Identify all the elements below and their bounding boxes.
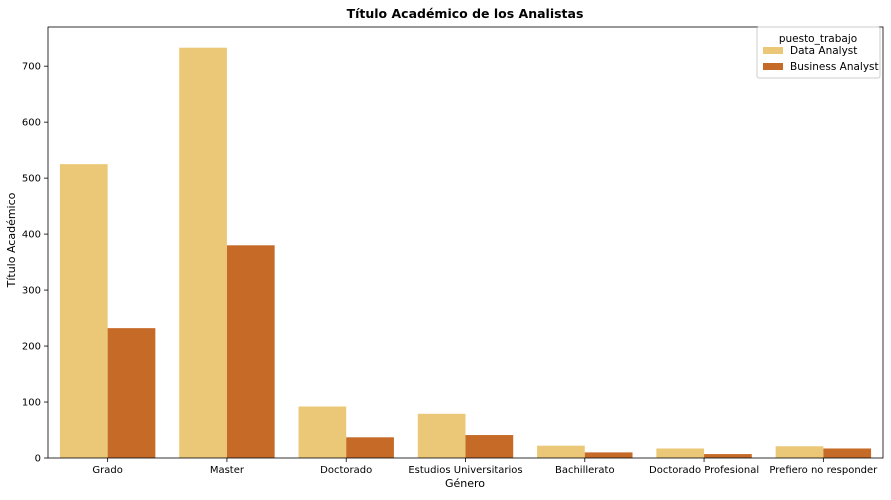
x-tick-label: Doctorado [320,465,372,476]
y-tick-label: 500 [22,174,41,185]
x-tick-label: Bachillerato [555,465,615,476]
legend-swatch [763,63,783,70]
bar-business-analyst-3 [465,435,514,458]
x-axis-label: Género [445,477,485,490]
legend: puesto_trabajo Data Analyst Business Anal… [756,26,881,79]
bar-business-analyst-4 [584,452,633,458]
bar-data-analyst-1 [179,47,227,459]
bar-business-analyst-1 [226,245,275,458]
bar-data-analyst-2 [298,406,347,458]
bar-business-analyst-5 [704,454,752,458]
x-tick-label: Grado [92,465,122,476]
x-tick-label: Doctorado Profesional [649,465,759,476]
x-tick-label: Estudios Universitarios [408,465,522,476]
legend-label: Business Analyst [790,61,879,73]
bar-data-analyst-4 [537,445,585,458]
y-tick-label: 100 [22,398,41,409]
bar-data-analyst-5 [656,448,705,458]
y-tick-label: 0 [35,454,41,465]
y-tick-label: 700 [22,62,41,73]
plot-area [47,26,884,459]
x-axis: Grado Master Doctorado Estudios Universitar… [92,458,878,476]
y-tick-label: 400 [22,230,41,241]
bar-data-analyst-3 [417,413,466,458]
legend-swatch [763,47,783,54]
bar-data-analyst-0 [59,164,108,458]
y-tick-label: 300 [22,286,41,297]
bar-business-analyst-0 [107,328,156,458]
bar-data-analyst-6 [775,446,824,458]
x-tick-label: Prefiero no responder [769,465,878,476]
y-axis-label: Título Académico [5,192,18,288]
legend-label: Data Analyst [790,45,857,57]
chart-title: Título Académico de los Analistas [347,6,584,21]
legend-frame [756,26,881,79]
axes-frame [47,26,884,459]
bar-business-analyst-2 [346,437,394,458]
y-tick-label: 600 [22,118,41,129]
y-tick-label: 200 [22,342,41,353]
y-axis: 0 100 200 300 400 500 600 700 [22,62,48,465]
x-tick-label: Master [210,465,245,476]
legend-title: puesto_trabajo [779,33,857,45]
bar-business-analyst-6 [823,448,872,458]
